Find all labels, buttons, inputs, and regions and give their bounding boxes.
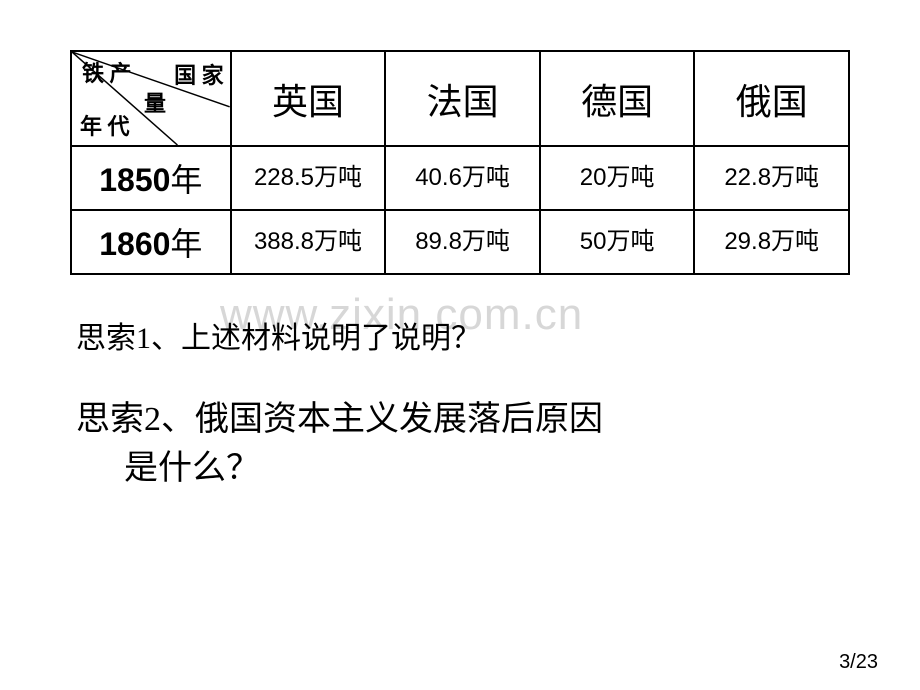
diag-label-topleft: 铁 产 xyxy=(82,56,132,88)
questions-block: 思索1、上述材料说明了说明？ 思索2、俄国资本主义发展落后原因 是什么？ xyxy=(70,313,850,494)
data-cell: 22.8万吨 xyxy=(694,146,849,210)
table-row: 1850年 228.5万吨 40.6万吨 20万吨 22.8万吨 xyxy=(71,146,849,210)
year-number: 1850 xyxy=(99,162,170,198)
question-2: 思索2、俄国资本主义发展落后原因 是什么？ xyxy=(76,395,850,494)
year-number: 1860 xyxy=(99,226,170,262)
col-header: 俄国 xyxy=(694,51,849,146)
data-cell: 228.5万吨 xyxy=(231,146,386,210)
data-cell: 20万吨 xyxy=(540,146,695,210)
question-2-line2: 是什么？ xyxy=(76,444,850,493)
data-cell: 89.8万吨 xyxy=(385,210,540,274)
diagonal-header-cell: 铁 产 国 家 量 年 代 xyxy=(71,51,231,146)
diag-label-bottom: 年 代 xyxy=(80,109,130,141)
col-header: 德国 xyxy=(540,51,695,146)
col-header: 英国 xyxy=(231,51,386,146)
year-suffix: 年 xyxy=(170,162,202,198)
table-header-row: 铁 产 国 家 量 年 代 英国 法国 德国 俄国 xyxy=(71,51,849,146)
year-suffix: 年 xyxy=(170,226,202,262)
col-header: 法国 xyxy=(385,51,540,146)
table-row: 1860年 388.8万吨 89.8万吨 50万吨 29.8万吨 xyxy=(71,210,849,274)
data-cell: 388.8万吨 xyxy=(231,210,386,274)
question-1: 思索1、上述材料说明了说明？ xyxy=(76,313,850,357)
data-cell: 50万吨 xyxy=(540,210,695,274)
diag-label-mid: 量 xyxy=(144,86,166,118)
diag-label-right: 国 家 xyxy=(174,58,224,90)
data-cell: 40.6万吨 xyxy=(385,146,540,210)
year-cell: 1850年 xyxy=(71,146,231,210)
question-2-line1: 思索2、俄国资本主义发展落后原因 xyxy=(76,401,603,438)
data-cell: 29.8万吨 xyxy=(694,210,849,274)
year-cell: 1860年 xyxy=(71,210,231,274)
page-number: 3/23 xyxy=(839,651,878,674)
iron-production-table: 铁 产 国 家 量 年 代 英国 法国 德国 俄国 1850年 228.5万吨 … xyxy=(70,50,850,275)
